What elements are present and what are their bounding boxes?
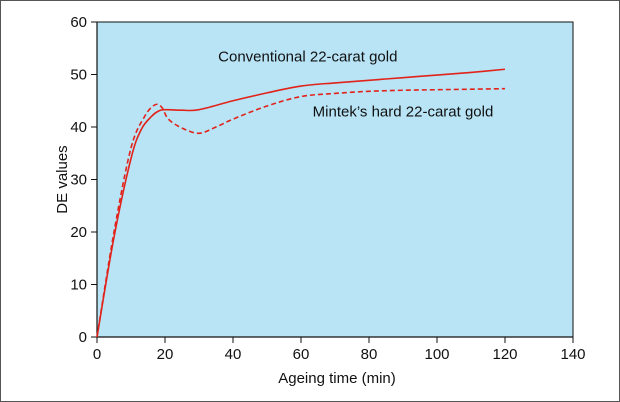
x-tick-label: 100: [424, 346, 449, 363]
series-annotation: Mintek’s hard 22-carat gold: [313, 104, 494, 121]
y-tick-label: 10: [70, 277, 87, 294]
x-tick-label: 0: [93, 346, 101, 363]
x-tick-label: 60: [293, 346, 310, 363]
x-tick-label: 80: [361, 346, 378, 363]
x-axis-title: Ageing time (min): [278, 370, 396, 387]
y-tick-label: 50: [70, 67, 87, 84]
y-tick-label: 20: [70, 224, 87, 241]
x-tick-label: 20: [157, 346, 174, 363]
y-tick-label: 40: [70, 119, 87, 136]
series-annotation: Conventional 22-carat gold: [218, 48, 397, 65]
y-tick-label: 60: [70, 14, 87, 31]
y-axis-title: DE values: [54, 145, 71, 213]
plot-area: [96, 21, 574, 338]
y-tick-label: 0: [79, 329, 87, 346]
x-tick-label: 140: [560, 346, 585, 363]
series-line-mintek-hard-gold: [96, 87, 506, 338]
x-tick-label: 40: [225, 346, 242, 363]
y-tick-label: 30: [70, 172, 87, 189]
x-tick-label: 120: [492, 346, 517, 363]
series-line-conventional-gold: [96, 68, 506, 338]
